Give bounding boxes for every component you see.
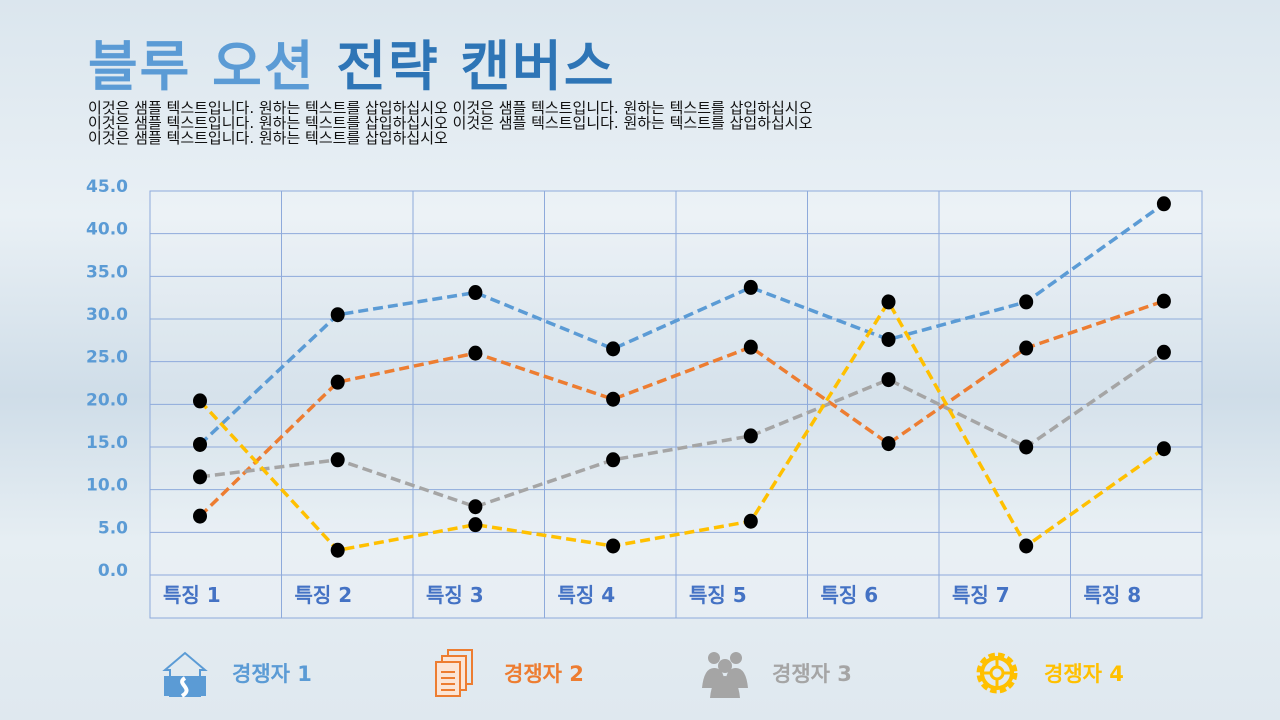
- category-label: 특징 4: [558, 583, 616, 607]
- description-line: 이것은 샘플 텍스트입니다. 원하는 텍스트를 삽입하십시오: [88, 129, 448, 147]
- legend-label: 경쟁자 2: [504, 662, 584, 686]
- house-road-icon: [162, 651, 208, 698]
- y-tick-label: 5.0: [98, 518, 128, 538]
- data-point: [606, 341, 621, 357]
- title-part2: 전략 캔버스: [336, 35, 616, 98]
- y-tick-label: 45.0: [86, 177, 128, 197]
- data-point: [881, 294, 896, 310]
- data-point: [468, 285, 483, 301]
- data-point: [1019, 538, 1034, 554]
- legend-label: 경쟁자 3: [772, 662, 852, 686]
- series-line: [199, 350, 1165, 509]
- category-label: 특징 8: [1084, 583, 1142, 607]
- documents-icon: [435, 649, 473, 697]
- y-tick-label: 0.0: [98, 561, 128, 581]
- legend-item: 경쟁자 1: [160, 648, 312, 698]
- data-point: [881, 372, 896, 388]
- y-tick-label: 25.0: [86, 348, 128, 368]
- page-title: 블루 오션 전략 캔버스: [88, 22, 616, 101]
- data-point: [606, 452, 621, 468]
- data-point: [468, 517, 483, 533]
- data-point: [330, 452, 345, 468]
- data-point: [881, 331, 896, 347]
- people-icon: [702, 652, 748, 698]
- data-point: [193, 393, 207, 409]
- legend-item: 경쟁자 3: [700, 648, 852, 698]
- data-point: [1156, 293, 1171, 309]
- y-tick-label: 10.0: [86, 476, 128, 496]
- y-tick-label: 35.0: [86, 262, 128, 282]
- data-point: [330, 307, 345, 323]
- description-line: 이것은 샘플 텍스트입니다. 원하는 텍스트를 삽입하십시오 이것은 샘플 텍스…: [88, 114, 813, 132]
- data-point: [468, 499, 483, 515]
- series-line: [198, 298, 1165, 553]
- data-point: [1156, 196, 1171, 212]
- category-label: 특징 5: [689, 583, 747, 607]
- data-point: [881, 436, 896, 452]
- data-point: [468, 345, 483, 361]
- category-label: 특징 1: [163, 583, 221, 607]
- legend-item: 경쟁자 2: [432, 648, 584, 698]
- title-part1: 블루 오션: [88, 35, 316, 98]
- description: 이것은 샘플 텍스트입니다. 원하는 텍스트를 삽입하십시오 이것은 샘플 텍스…: [88, 101, 968, 146]
- data-point: [606, 538, 621, 554]
- data-point: [1019, 294, 1034, 310]
- y-tick-label: 20.0: [86, 390, 128, 410]
- data-point: [1019, 340, 1034, 356]
- category-label: 특징 7: [952, 583, 1010, 607]
- category-label: 특징 3: [426, 583, 484, 607]
- data-point: [743, 428, 758, 444]
- category-label: 특징 6: [821, 583, 879, 607]
- data-point: [193, 469, 207, 485]
- series-line: [198, 299, 1165, 518]
- data-point: [606, 391, 621, 407]
- gear-target-icon: [976, 652, 1018, 694]
- legend-item: 경쟁자 4: [972, 648, 1124, 698]
- y-tick-label: 40.0: [86, 220, 128, 240]
- data-point: [1019, 439, 1034, 455]
- data-point: [743, 279, 758, 295]
- category-label: 특징 2: [295, 583, 353, 607]
- legend-label: 경쟁자 1: [232, 662, 312, 686]
- data-point: [193, 436, 207, 452]
- y-tick-label: 30.0: [86, 305, 128, 325]
- y-tick-label: 15.0: [86, 433, 128, 453]
- data-point: [193, 508, 207, 524]
- data-point: [330, 542, 345, 558]
- description-line: 이것은 샘플 텍스트입니다. 원하는 텍스트를 삽입하십시오 이것은 샘플 텍스…: [88, 99, 813, 117]
- data-point: [1156, 344, 1171, 360]
- data-point: [743, 339, 758, 355]
- data-point: [330, 374, 345, 390]
- legend-label: 경쟁자 4: [1044, 662, 1124, 686]
- series-line: [198, 202, 1165, 446]
- data-point: [1156, 441, 1171, 457]
- data-point: [743, 513, 758, 529]
